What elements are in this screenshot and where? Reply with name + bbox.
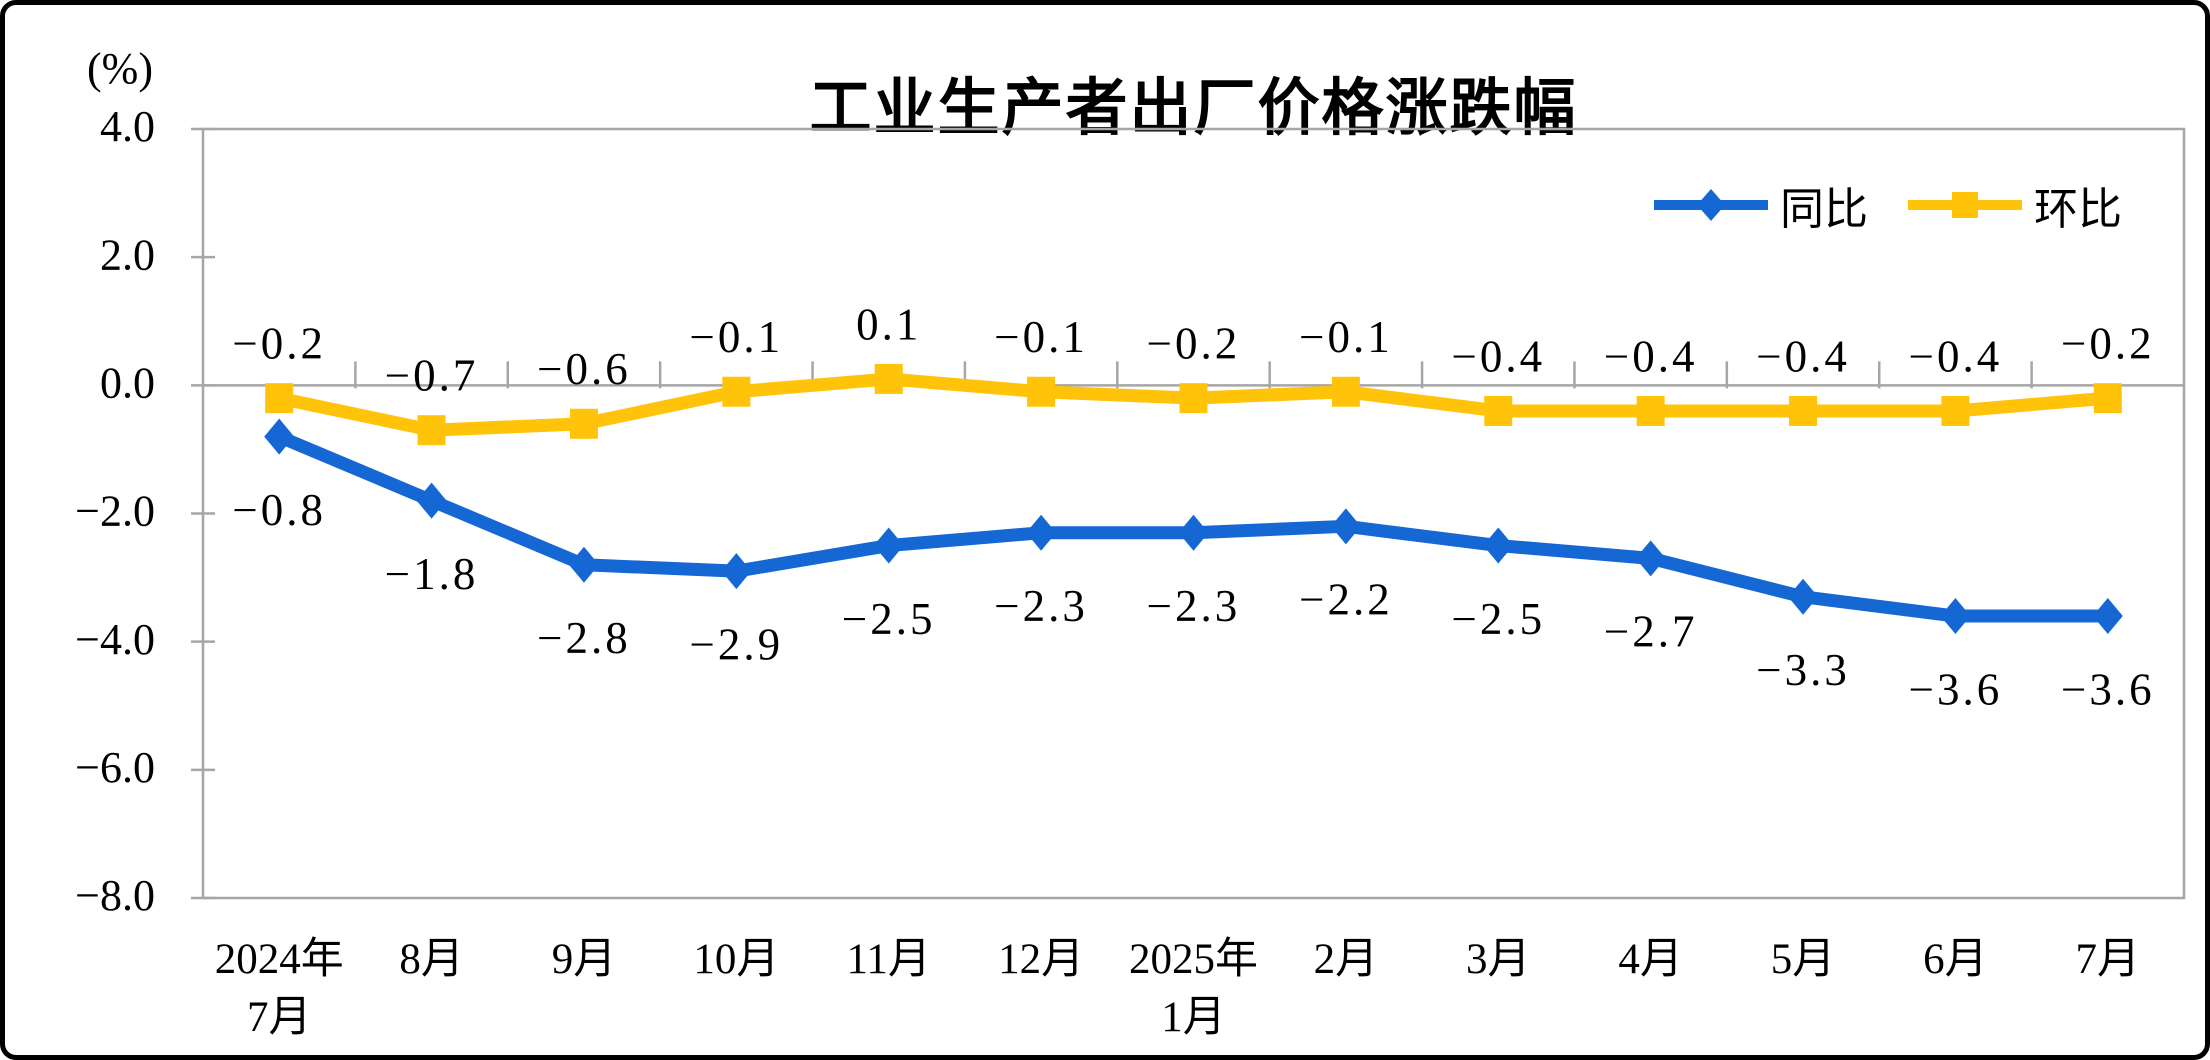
data-label-mom: 0.1	[856, 299, 921, 349]
legend-item-mom: 环比	[1904, 173, 2122, 237]
x-axis-label: 4月	[1618, 936, 1683, 983]
series-yoy-marker	[2092, 598, 2123, 635]
legend-yoy-diamond-marker-icon	[1697, 189, 1725, 221]
series-yoy-marker	[1940, 598, 1971, 635]
data-label-yoy: −0.8	[232, 485, 326, 535]
series-mom-marker	[722, 376, 751, 407]
data-label-yoy: −2.9	[690, 620, 784, 670]
series-mom-marker	[265, 383, 294, 414]
series-mom-marker	[417, 415, 446, 446]
series-yoy-marker	[1635, 540, 1666, 577]
x-axis-label: 5月	[1771, 936, 1836, 983]
series-yoy-marker	[1788, 578, 1819, 615]
legend-label-yoy: 同比	[1780, 185, 1868, 234]
series-yoy-marker	[416, 482, 447, 519]
legend-label-mom: 环比	[2034, 185, 2122, 234]
y-tick-label: −4.0	[75, 615, 155, 664]
data-label-mom: −0.1	[1299, 312, 1393, 362]
x-axis-label: 2月	[1314, 936, 1379, 983]
data-label-mom: −0.4	[1756, 331, 1850, 381]
x-axis-label: 11月	[847, 936, 931, 983]
data-label-yoy: −3.6	[2061, 664, 2155, 714]
series-yoy-marker	[1026, 514, 1057, 551]
data-label-yoy: −2.5	[842, 594, 936, 644]
x-axis-label: 8月	[399, 936, 464, 983]
data-label-mom: −0.4	[1451, 331, 1545, 381]
legend-swatch-mom-line-icon	[1908, 192, 2022, 218]
data-label-mom: −0.7	[385, 351, 479, 401]
data-label-yoy: −3.6	[1909, 664, 2003, 714]
series-yoy-marker	[264, 418, 295, 455]
data-label-yoy: −2.3	[994, 581, 1088, 631]
series-mom-marker	[1789, 395, 1818, 426]
x-axis-label: 2024年	[215, 936, 344, 983]
series-mom-marker	[874, 363, 903, 394]
chart-title: 工业生产者出厂价格涨跌幅	[809, 74, 1578, 143]
data-label-mom: −0.1	[994, 312, 1088, 362]
chart-plot-area: 4.0 2.0 0.0 −2.0 −4.0 −6.0 −8.0 2024年 7月 8月 9月 10月 1…	[75, 102, 2186, 1041]
series-mom-marker	[1179, 383, 1208, 414]
x-axis-label: 3月	[1466, 936, 1531, 983]
y-tick-label: 4.0	[100, 102, 155, 151]
series-mom-marker	[1331, 376, 1360, 407]
y-tick-label: −6.0	[75, 743, 155, 792]
x-axis-label: 7月	[2076, 936, 2141, 983]
data-label-mom: −0.1	[690, 312, 784, 362]
x-axis-label: 1月	[1161, 994, 1226, 1041]
data-label-yoy: −2.3	[1147, 581, 1241, 631]
y-tick-label: 2.0	[100, 230, 155, 279]
data-label-yoy: −1.8	[385, 549, 479, 599]
data-label-mom: −0.2	[1147, 318, 1241, 368]
series-mom-marker	[1484, 395, 1513, 426]
series-mom-marker	[1941, 395, 1970, 426]
series-yoy-marker	[1483, 527, 1514, 564]
x-axis-label: 9月	[552, 936, 617, 983]
data-label-yoy: −2.8	[537, 613, 631, 663]
series-mom-marker	[1027, 376, 1056, 407]
series-yoy-marker	[1330, 508, 1361, 545]
data-label-yoy: −2.5	[1451, 594, 1545, 644]
x-axis-label: 10月	[693, 936, 779, 983]
data-label-yoy: −2.7	[1604, 607, 1698, 657]
data-label-mom: −0.6	[537, 344, 631, 394]
data-label-yoy: −3.3	[1756, 645, 1850, 695]
x-axis-label: 12月	[998, 936, 1084, 983]
data-label-yoy: −2.2	[1299, 575, 1393, 625]
series-yoy-marker	[873, 527, 904, 564]
legend-mom-square-marker-icon	[1952, 192, 1978, 218]
series-mom-marker	[1636, 395, 1665, 426]
y-tick-label: 0.0	[100, 358, 155, 407]
data-label-mom: −0.4	[1604, 331, 1698, 381]
legend-swatch-yoy-line-icon	[1654, 189, 1768, 221]
series-yoy-marker	[568, 546, 599, 583]
y-tick-label: −8.0	[75, 871, 155, 920]
data-label-mom: −0.2	[232, 318, 326, 368]
series-mom-marker	[569, 408, 598, 439]
x-axis-label: 7月	[247, 994, 312, 1041]
y-tick-label: −2.0	[75, 487, 155, 536]
x-axis-label: 2025年	[1129, 936, 1258, 983]
data-label-mom: −0.4	[1909, 331, 2003, 381]
series-yoy-marker	[1178, 514, 1209, 551]
plot-border	[201, 127, 2186, 900]
legend-item-yoy: 同比	[1650, 173, 1868, 237]
series-mom-marker	[2093, 383, 2122, 414]
x-axis-label: 6月	[1923, 936, 1988, 983]
chart-legend: 同比 环比	[1650, 173, 2122, 237]
series-yoy-marker	[721, 553, 752, 590]
data-label-mom: −0.2	[2061, 318, 2155, 368]
y-axis-unit-label: (%)	[87, 44, 153, 93]
